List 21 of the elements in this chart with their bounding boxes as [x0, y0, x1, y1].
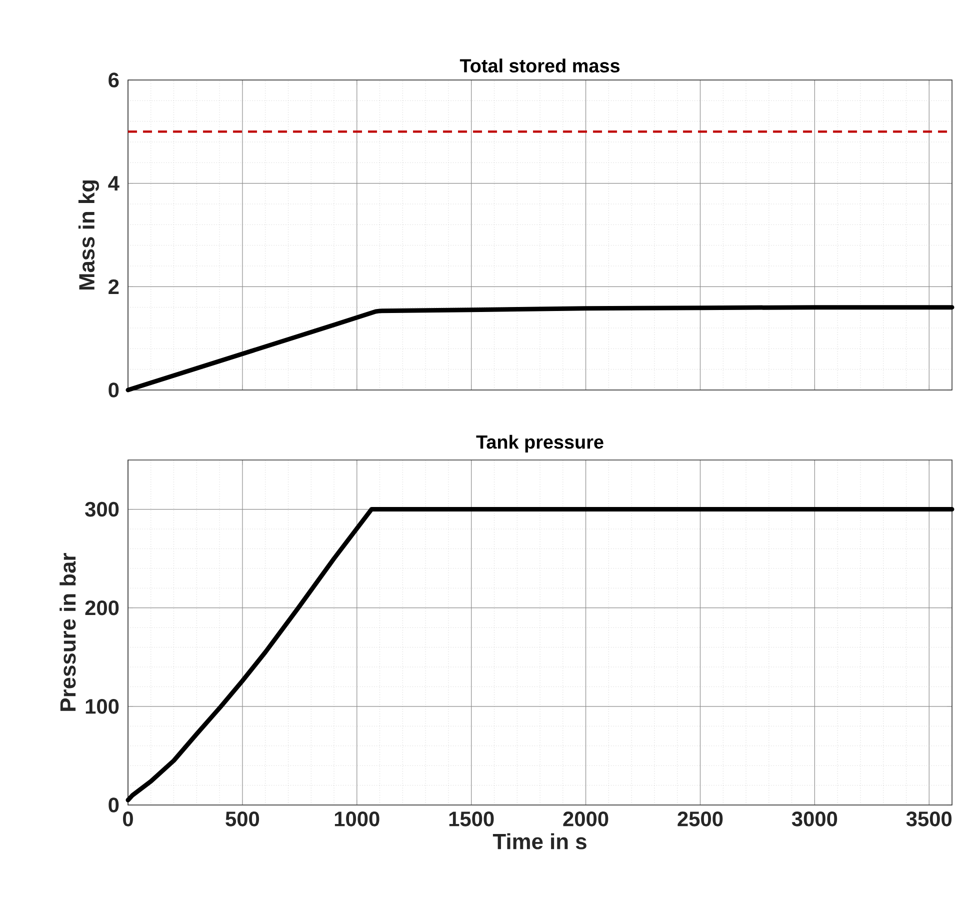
x-tick-label: 0: [123, 812, 133, 826]
x-tick-label: 2500: [678, 812, 723, 826]
y-tick-label: 300: [85, 502, 119, 517]
y-tick-label: 6: [108, 72, 119, 88]
chart-title: Tank pressure: [476, 434, 604, 452]
x-tick-label: 3000: [792, 812, 838, 826]
y-tick-label: 2: [108, 279, 119, 294]
x-tick-label: 2000: [563, 812, 608, 826]
x-tick-label: 500: [226, 812, 260, 826]
y-tick-label: 100: [86, 699, 119, 714]
y-axis-title: Pressure in bar: [60, 553, 76, 711]
y-tick-label: 4: [108, 176, 120, 191]
y-tick-label: 200: [85, 600, 119, 616]
x-tick-label: 1000: [334, 812, 380, 826]
x-tick-label: 1500: [449, 812, 494, 826]
y-axis-title: Mass in kg: [78, 180, 99, 290]
x-tick-label: 3500: [906, 812, 952, 826]
y-tick-label: 0: [108, 798, 119, 812]
x-axis-title: Time in s: [492, 833, 586, 850]
y-tick-label: 0: [108, 382, 119, 398]
chart-title: Total stored mass: [460, 58, 620, 72]
